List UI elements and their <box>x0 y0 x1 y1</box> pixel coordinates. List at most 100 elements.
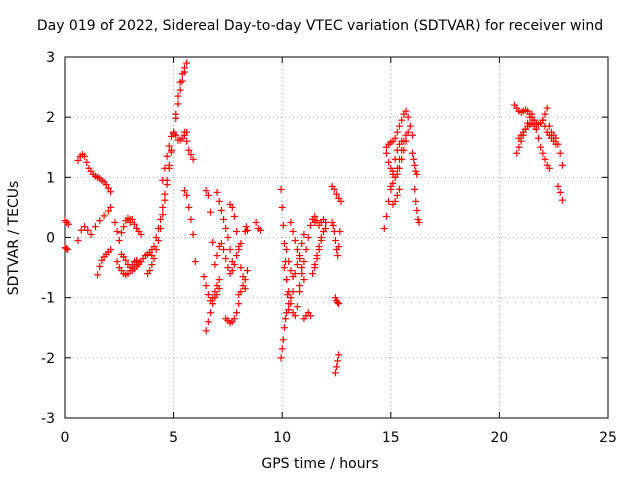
data-point <box>226 246 234 254</box>
data-point <box>241 276 249 284</box>
data-point <box>64 246 72 254</box>
data-point <box>74 156 82 164</box>
data-point <box>185 146 193 154</box>
data-point <box>284 291 292 299</box>
data-point <box>100 212 108 220</box>
data-point <box>213 291 221 299</box>
data-point <box>61 217 69 225</box>
data-point <box>289 227 297 235</box>
data-point <box>291 270 299 278</box>
data-point <box>167 132 175 140</box>
ticks <box>64 56 609 419</box>
data-point <box>287 218 295 226</box>
data-point <box>336 227 344 235</box>
data-point <box>313 255 321 263</box>
data-point <box>131 220 139 228</box>
data-point <box>207 309 215 317</box>
data-point <box>237 240 245 248</box>
data-point <box>319 227 327 235</box>
data-point <box>411 161 419 169</box>
data-point <box>331 294 339 302</box>
data-point <box>298 240 306 248</box>
y-tick-label: 2 <box>46 110 55 126</box>
data-point <box>391 197 399 205</box>
data-point <box>287 267 295 275</box>
data-point <box>304 234 312 241</box>
data-point <box>180 128 188 136</box>
data-point <box>209 300 217 308</box>
data-point <box>387 164 395 172</box>
data-point <box>333 363 340 371</box>
data-point <box>278 203 286 211</box>
y-tick-label: 0 <box>46 231 55 247</box>
data-point <box>161 164 169 172</box>
data-point <box>120 223 128 231</box>
data-point <box>172 131 180 139</box>
data-point <box>291 237 299 245</box>
data-point <box>283 246 291 254</box>
data-point <box>252 218 260 226</box>
data-point <box>330 185 338 193</box>
data-point <box>235 246 243 254</box>
data-point <box>528 110 536 118</box>
data-point <box>400 137 408 145</box>
data-point <box>243 267 251 275</box>
data-point <box>537 143 545 151</box>
data-point <box>228 203 236 211</box>
data-point <box>293 303 301 311</box>
data-point <box>189 155 197 163</box>
data-point <box>222 255 230 263</box>
data-point <box>395 155 403 163</box>
data-point <box>174 92 182 100</box>
data-point <box>217 206 225 214</box>
data-point <box>393 164 401 172</box>
y-tick-label: -3 <box>41 411 55 427</box>
data-point <box>337 197 345 205</box>
data-point <box>558 196 566 204</box>
data-point <box>293 246 301 254</box>
data-point <box>541 110 549 118</box>
data-point <box>217 240 225 248</box>
data-point <box>335 243 343 251</box>
data-point <box>154 224 162 232</box>
data-point <box>146 267 154 275</box>
data-point <box>285 288 293 296</box>
data-point <box>391 134 399 142</box>
data-point <box>300 258 308 266</box>
data-point <box>404 113 412 121</box>
data-point <box>287 300 295 308</box>
data-point <box>335 300 343 308</box>
data-point <box>406 122 414 130</box>
y-tick-label: 3 <box>46 50 55 66</box>
data-point <box>98 256 106 264</box>
data-point <box>334 252 342 260</box>
data-point <box>128 215 136 223</box>
data-point <box>398 146 406 154</box>
data-point <box>409 149 417 157</box>
data-point <box>191 258 199 266</box>
data-point <box>235 300 243 308</box>
data-point <box>287 294 295 302</box>
data-point <box>541 155 549 163</box>
x-tick-label: 5 <box>169 430 178 446</box>
data-point <box>209 238 217 246</box>
data-point <box>277 185 285 193</box>
y-tick-label: -1 <box>41 291 55 307</box>
data-point <box>91 223 99 231</box>
data-point <box>204 291 212 299</box>
data-point <box>189 230 197 238</box>
data-point <box>281 315 289 323</box>
x-tick-label: 20 <box>490 430 508 446</box>
data-point <box>277 354 285 362</box>
data-point <box>391 173 399 181</box>
data-point <box>302 246 310 254</box>
data-point <box>96 217 104 225</box>
data-point <box>300 230 308 238</box>
x-tick-label: 25 <box>599 430 617 446</box>
data-point <box>228 267 236 275</box>
data-point <box>230 315 238 323</box>
data-point <box>328 218 336 226</box>
data-point <box>107 246 115 254</box>
data-point <box>387 185 395 193</box>
data-point <box>87 230 95 238</box>
